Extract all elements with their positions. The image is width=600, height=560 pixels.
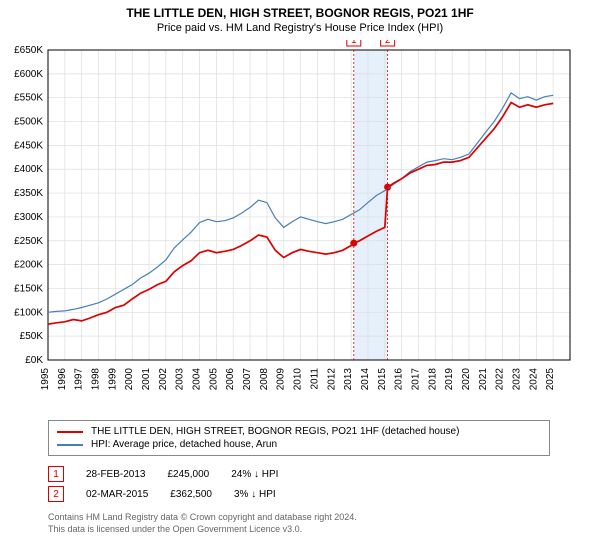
svg-text:£100K: £100K (14, 307, 43, 318)
svg-text:1996: 1996 (57, 368, 68, 391)
svg-text:2004: 2004 (192, 368, 203, 391)
svg-text:£600K: £600K (14, 69, 43, 80)
svg-text:1: 1 (351, 40, 357, 46)
svg-text:£500K: £500K (14, 117, 43, 128)
svg-text:2022: 2022 (495, 368, 506, 391)
svg-text:£250K: £250K (14, 236, 43, 247)
svg-text:2017: 2017 (410, 368, 421, 391)
event-row: 2 02-MAR-2015 £362,500 3% ↓ HPI (48, 484, 550, 504)
svg-text:2021: 2021 (478, 368, 489, 391)
svg-text:2011: 2011 (309, 368, 320, 390)
svg-text:2: 2 (385, 40, 391, 46)
footer: Contains HM Land Registry data © Crown c… (48, 512, 550, 535)
footer-line: This data is licensed under the Open Gov… (48, 524, 550, 536)
legend-label: THE LITTLE DEN, HIGH STREET, BOGNOR REGI… (91, 426, 459, 437)
svg-text:2007: 2007 (242, 368, 253, 391)
svg-text:2012: 2012 (326, 368, 337, 391)
svg-text:2013: 2013 (343, 368, 354, 391)
svg-text:2025: 2025 (545, 368, 556, 391)
svg-text:2000: 2000 (124, 368, 135, 391)
event-date: 02-MAR-2015 (86, 489, 148, 500)
svg-text:2016: 2016 (394, 368, 405, 391)
page-subtitle: Price paid vs. HM Land Registry's House … (0, 20, 600, 38)
event-delta: 3% ↓ HPI (234, 489, 276, 500)
svg-text:2018: 2018 (427, 368, 438, 391)
legend-row: THE LITTLE DEN, HIGH STREET, BOGNOR REGI… (57, 425, 541, 438)
svg-text:£550K: £550K (14, 93, 43, 104)
svg-text:2023: 2023 (511, 368, 522, 391)
footer-line: Contains HM Land Registry data © Crown c… (48, 512, 550, 524)
event-date: 28-FEB-2013 (86, 469, 145, 480)
svg-text:2019: 2019 (444, 368, 455, 391)
swatch-icon (57, 444, 83, 446)
svg-text:£450K: £450K (14, 140, 43, 151)
legend-label: HPI: Average price, detached house, Arun (91, 439, 277, 450)
svg-text:2010: 2010 (293, 368, 304, 391)
svg-text:£400K: £400K (14, 164, 43, 175)
swatch-icon (57, 431, 83, 433)
svg-text:£650K: £650K (14, 45, 43, 56)
svg-text:2001: 2001 (141, 368, 152, 391)
event-delta: 24% ↓ HPI (231, 469, 278, 480)
event-marker-icon: 2 (48, 486, 64, 502)
svg-text:2014: 2014 (360, 368, 371, 391)
page-title: THE LITTLE DEN, HIGH STREET, BOGNOR REGI… (0, 0, 600, 20)
svg-text:2020: 2020 (461, 368, 472, 391)
svg-text:2015: 2015 (377, 368, 388, 391)
svg-text:2009: 2009 (276, 368, 287, 391)
svg-text:£0K: £0K (25, 355, 43, 366)
svg-text:2008: 2008 (259, 368, 270, 391)
svg-text:1998: 1998 (91, 368, 102, 391)
svg-text:2024: 2024 (528, 368, 539, 391)
svg-text:£150K: £150K (14, 283, 43, 294)
svg-text:£200K: £200K (14, 260, 43, 271)
event-row: 1 28-FEB-2013 £245,000 24% ↓ HPI (48, 464, 550, 484)
svg-text:£350K: £350K (14, 188, 43, 199)
event-marker-icon: 1 (48, 466, 64, 482)
event-price: £362,500 (170, 489, 212, 500)
svg-text:2003: 2003 (175, 368, 186, 391)
svg-text:2002: 2002 (158, 368, 169, 391)
svg-text:1995: 1995 (40, 368, 51, 391)
svg-text:£50K: £50K (20, 331, 44, 342)
svg-text:£300K: £300K (14, 212, 43, 223)
svg-text:1999: 1999 (107, 368, 118, 391)
svg-text:2005: 2005 (208, 368, 219, 391)
event-table: 1 28-FEB-2013 £245,000 24% ↓ HPI 2 02-MA… (48, 464, 550, 504)
price-chart: £0K £50K £100K £150K £200K £250K £300K £350K £40… (0, 40, 600, 410)
legend: THE LITTLE DEN, HIGH STREET, BOGNOR REGI… (48, 420, 550, 456)
svg-text:2006: 2006 (225, 368, 236, 391)
event-price: £245,000 (167, 469, 209, 480)
legend-row: HPI: Average price, detached house, Arun (57, 438, 541, 451)
svg-text:1997: 1997 (74, 368, 85, 391)
